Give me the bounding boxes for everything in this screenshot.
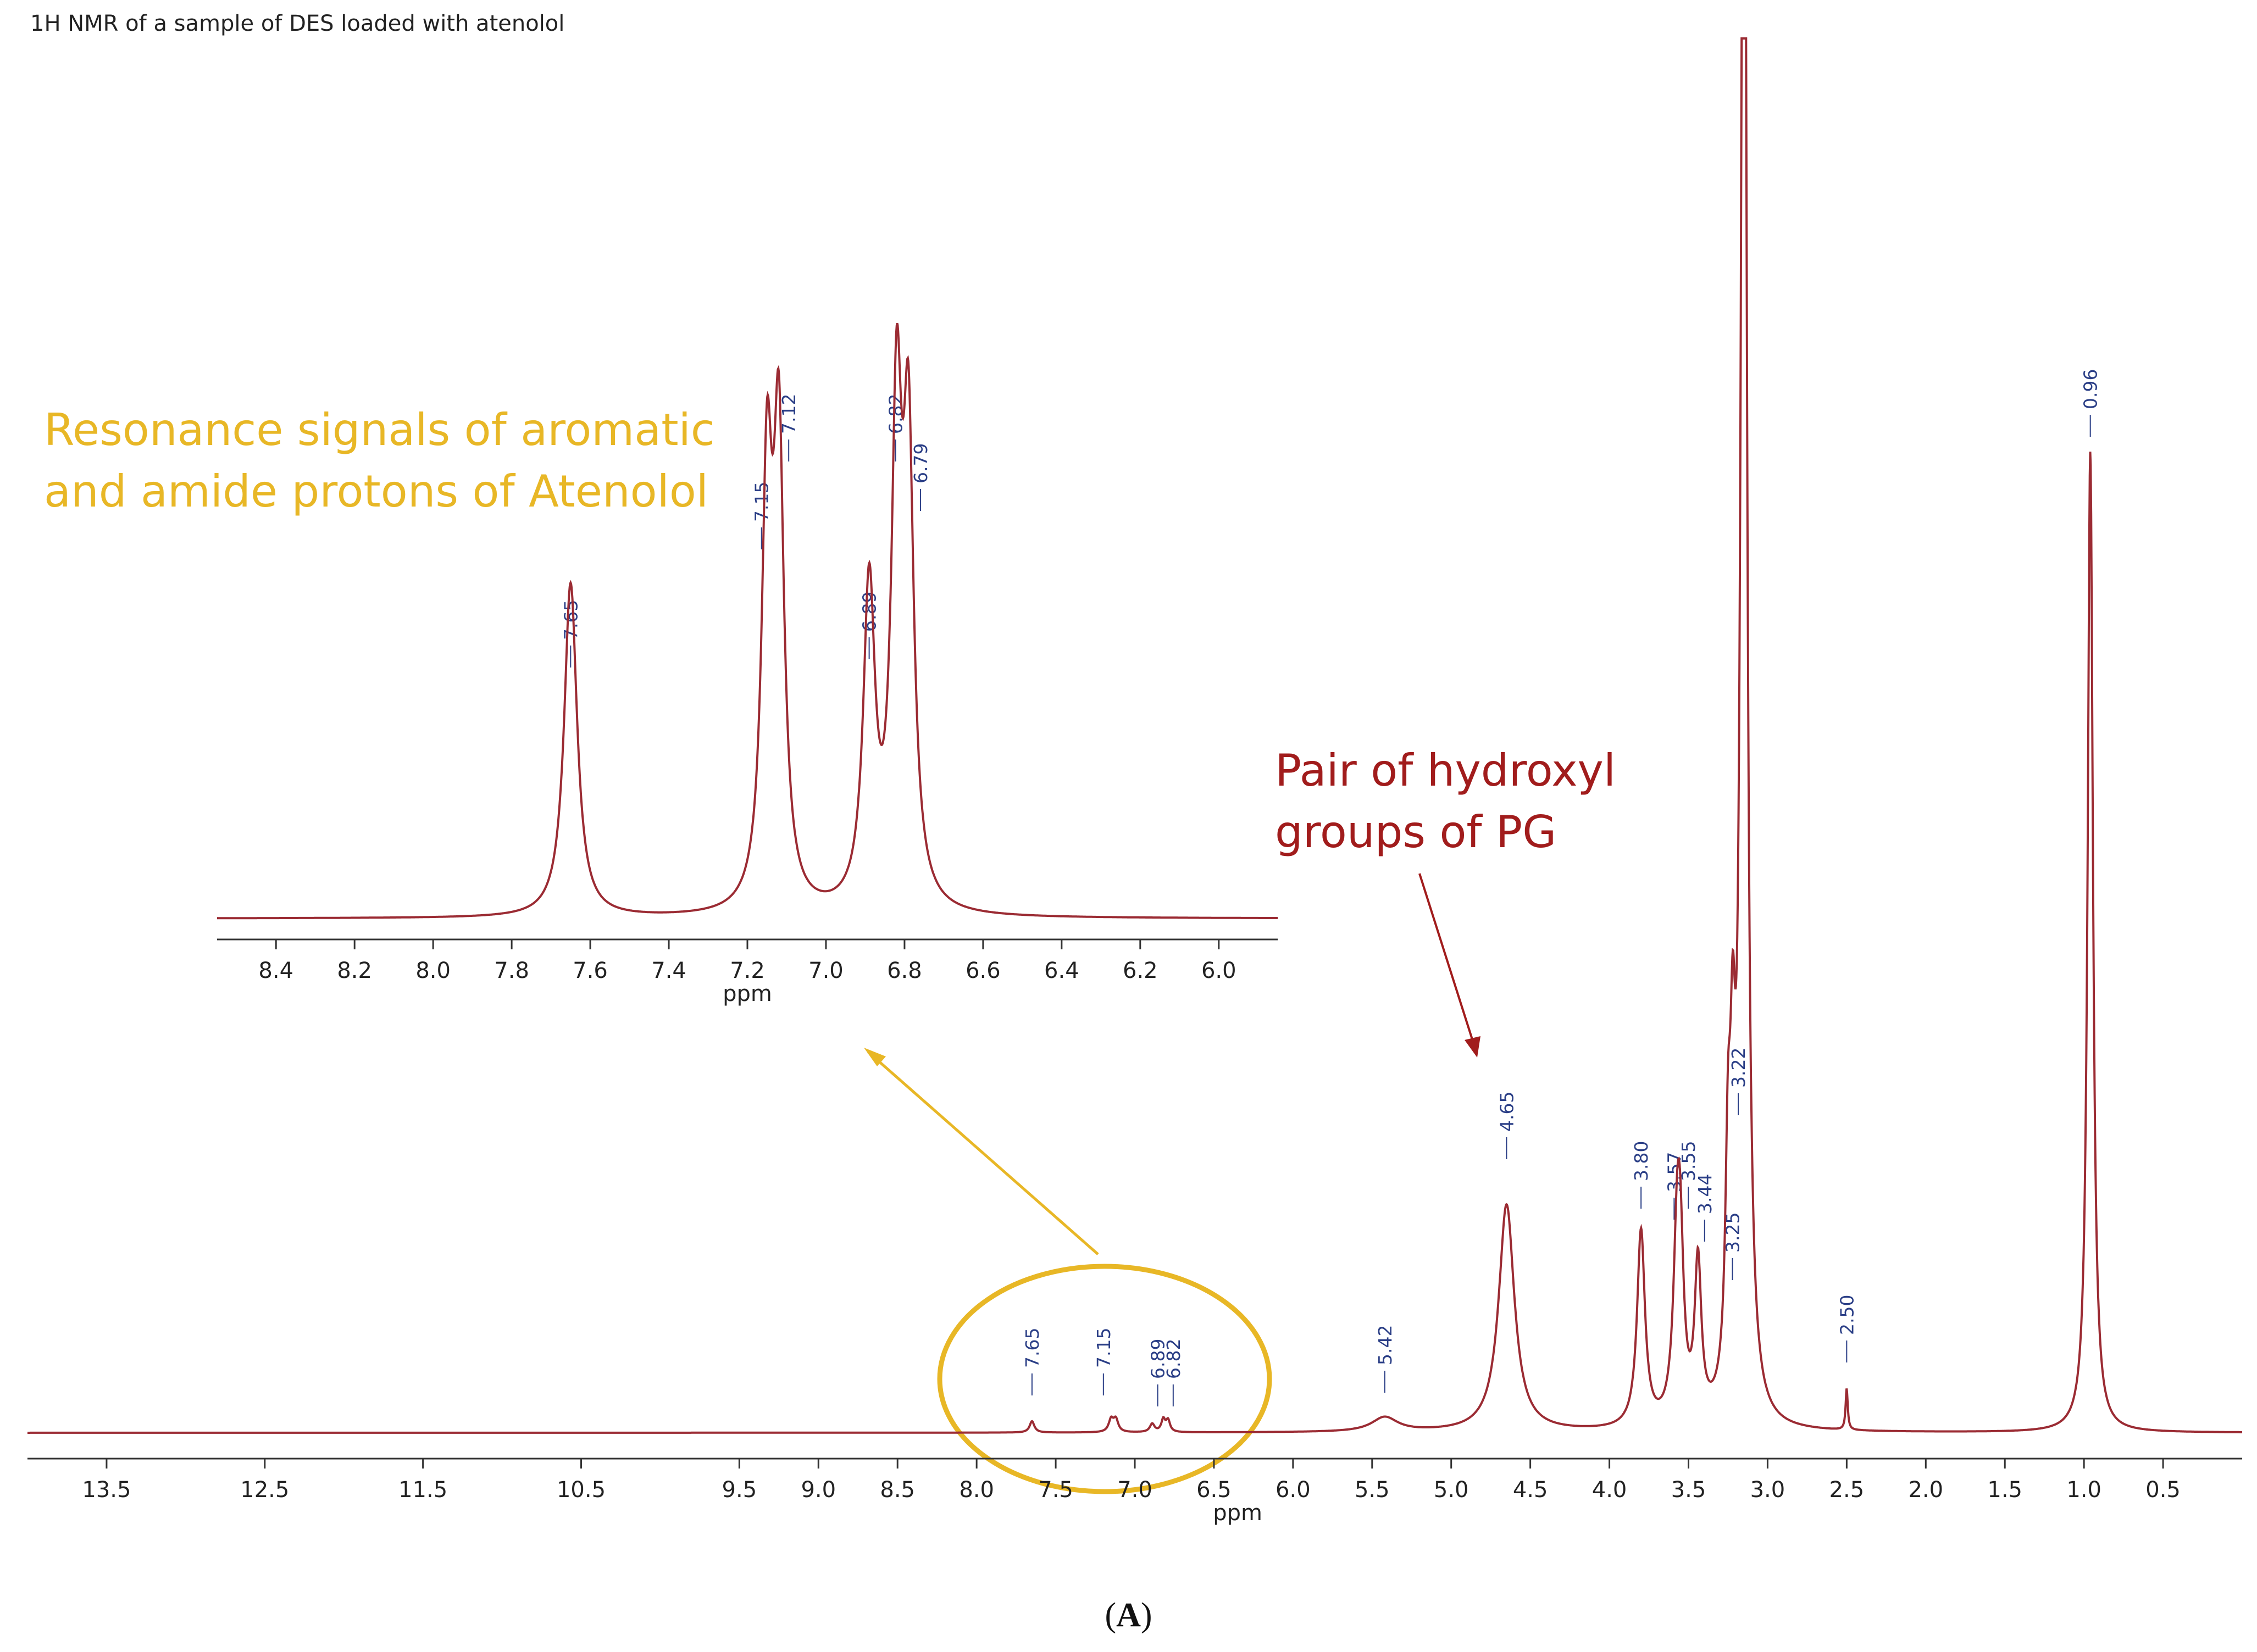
inset-x-ticks: 8.4 8.2 8.0 7.8 7.6 7.4 7.2 7.0 6.8 6.6 6.4 6.2 6.0: [258, 939, 1236, 983]
main-spectrum-panel: 7.65 7.15 6.896.82 5.424.653.80 3.573.553.44…: [27, 37, 2242, 1526]
aromatic-arrow-head: [864, 1048, 886, 1066]
main-tick-label: 2.0: [1908, 1477, 1943, 1503]
inset-tick-label: 8.0: [415, 958, 451, 983]
main-peak-label: 7.15: [1093, 1328, 1114, 1368]
inset-tick-label: 8.4: [258, 958, 293, 983]
main-tick-label: 0.5: [2145, 1477, 2181, 1503]
inset-tick-label: 7.6: [573, 958, 608, 983]
aromatic-region-ellipse: [937, 1264, 1272, 1494]
inset-peak-label: 7.12: [778, 394, 800, 434]
aromatic-annotation-line1: Resonance signals of aromatic: [44, 404, 715, 455]
main-tick-label: 9.0: [801, 1477, 836, 1503]
main-tick-label: 6.5: [1196, 1477, 1232, 1503]
main-peak-label: 6.89: [1147, 1339, 1169, 1379]
main-peak-label: 6.82: [1163, 1339, 1184, 1379]
inset-tick-label: 7.4: [651, 958, 686, 983]
main-tick-label: 13.5: [82, 1477, 131, 1503]
main-spectrum-trace: [27, 37, 2242, 1434]
main-tick-label: 6.0: [1276, 1477, 1311, 1503]
aromatic-annotation-line2: and amide protons of Atenolol: [44, 466, 708, 517]
main-tick-label: 5.5: [1355, 1477, 1390, 1503]
inset-tick-label: 6.0: [1201, 958, 1236, 983]
hydroxyl-arrow-head: [1465, 1036, 1480, 1058]
main-tick-label: 1.0: [2066, 1477, 2101, 1503]
figure-caption: (A): [0, 1596, 2257, 1635]
main-tick-label: 4.5: [1513, 1477, 1548, 1503]
main-tick-label: 7.5: [1038, 1477, 1073, 1503]
inset-tick-label: 6.2: [1123, 958, 1158, 983]
main-peak-label: 3.44: [1694, 1174, 1716, 1214]
main-x-axis-title: ppm: [1213, 1500, 1262, 1526]
main-tick-label: 8.0: [959, 1477, 994, 1503]
main-peak-label: 3.22: [1728, 1048, 1749, 1088]
inset-x-axis-title: ppm: [723, 981, 772, 1006]
caption-open: (: [1105, 1597, 1117, 1634]
aromatic-arrow-line: [867, 1051, 1099, 1255]
main-peak-label: 5.42: [1374, 1325, 1396, 1365]
caption-close: ): [1140, 1597, 1152, 1634]
main-tick-label: 7.0: [1117, 1477, 1152, 1503]
inset-tick-label: 7.2: [730, 958, 765, 983]
inset-peak-label: 7.15: [751, 482, 773, 522]
main-tick-label: 5.0: [1434, 1477, 1469, 1503]
main-tick-label: 11.5: [398, 1477, 447, 1503]
inset-peak-labels: 7.657.157.126.896.826.79: [560, 394, 931, 668]
hydroxyl-arrow-line: [1418, 873, 1474, 1042]
inset-tick-label: 7.8: [494, 958, 529, 983]
figure-title: 1H NMR of a sample of DES loaded with at…: [30, 11, 565, 36]
main-tick-label: 3.0: [1750, 1477, 1785, 1503]
main-peak-label: 2.50: [1836, 1295, 1857, 1335]
inset-tick-label: 6.4: [1044, 958, 1079, 983]
inset-spectrum-panel: 7.657.157.126.896.826.79 8.4 8.2 8.0 7.8 7.6…: [217, 322, 1278, 1006]
inset-tick-label: 6.8: [887, 958, 922, 983]
main-peak-label: 3.55: [1678, 1141, 1699, 1181]
main-peak-labels: 7.65 7.15 6.896.82 5.424.653.80 3.573.553.44…: [1022, 369, 2101, 1406]
inset-spectrum-trace: [217, 322, 1278, 920]
main-tick-label: 4.0: [1592, 1477, 1627, 1503]
hydroxyl-annotation-line2: groups of PG: [1275, 806, 1556, 858]
inset-tick-label: 8.2: [337, 958, 372, 983]
main-tick-label: 10.5: [557, 1477, 606, 1503]
inset-peak-label: 6.79: [910, 443, 931, 483]
main-peak-label: 4.65: [1496, 1092, 1517, 1132]
main-tick-label: 9.5: [722, 1477, 757, 1503]
main-peak-label: 3.80: [1631, 1141, 1652, 1181]
hydroxyl-annotation-line1: Pair of hydroxyl: [1275, 745, 1616, 796]
main-peak-label: 7.65: [1022, 1328, 1043, 1368]
main-tick-label: 12.5: [240, 1477, 289, 1503]
main-tick-label: 8.5: [880, 1477, 915, 1503]
main-x-ticks: 13.5 12.5 11.5 10.5 9.5 9.0 8.5 8.0 7.5 7.0 6.5 6.0…: [82, 1459, 2181, 1503]
main-tick-label: 2.5: [1829, 1477, 1865, 1503]
inset-tick-label: 6.6: [966, 958, 1001, 983]
inset-tick-label: 7.0: [808, 958, 844, 983]
inset-peak-label: 6.89: [859, 592, 880, 632]
inset-peak-label: 7.65: [560, 600, 581, 640]
main-tick-label: 3.5: [1671, 1477, 1706, 1503]
caption-letter: A: [1116, 1597, 1141, 1634]
main-peak-label: 0.96: [2080, 369, 2101, 409]
main-tick-label: 1.5: [1987, 1477, 2022, 1503]
